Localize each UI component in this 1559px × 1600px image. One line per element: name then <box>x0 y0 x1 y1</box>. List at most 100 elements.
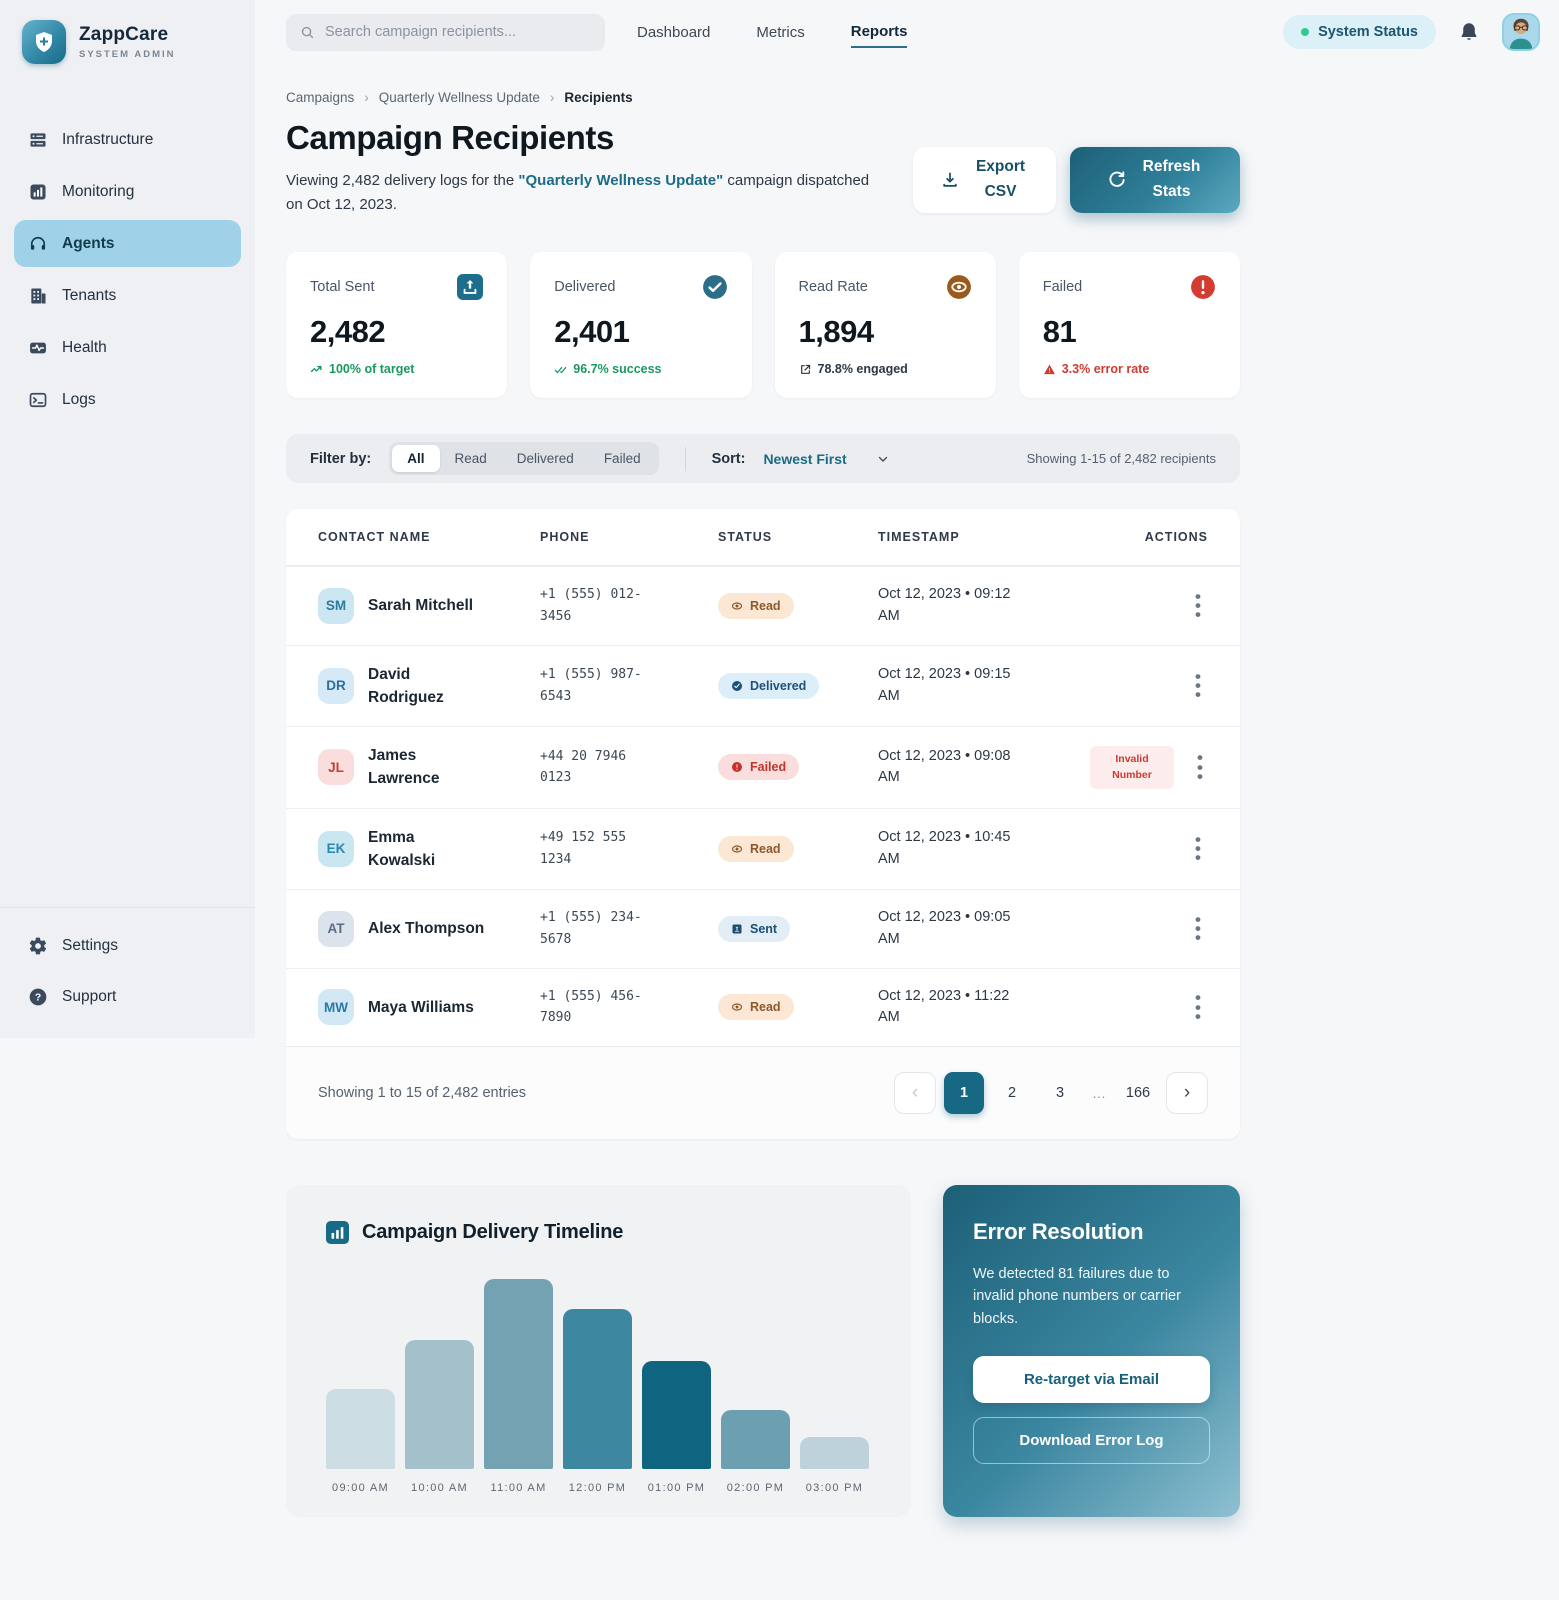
sidebar-footer: Settings ? Support <box>0 907 255 1020</box>
double-check-icon <box>554 366 567 373</box>
col-status: STATUS <box>718 530 773 544</box>
filter-option-read[interactable]: Read <box>454 451 487 466</box>
alert-circle-icon <box>732 762 742 773</box>
breadcrumb: Campaigns › Quarterly Wellness Update › … <box>286 90 1240 105</box>
sidebar: ZappCare SYSTEM ADMIN Infrastructure Mon… <box>0 0 255 1038</box>
sidebar-item-infrastructure[interactable]: Infrastructure <box>14 116 241 163</box>
stat-value: 1,894 <box>798 314 875 349</box>
error-card-body: We detected 81 failures due to invalid p… <box>973 1266 1181 1327</box>
sidebar-item-agents[interactable]: Agents <box>14 220 241 267</box>
chart-x-label: 12:00 PM <box>568 1482 627 1494</box>
stat-subtext: 100% of target <box>310 362 483 376</box>
search-input[interactable] <box>325 24 591 40</box>
chart-x-label: 10:00 AM <box>411 1482 468 1494</box>
status-dot-icon <box>1301 28 1310 36</box>
page-1-button[interactable]: 1 <box>944 1072 984 1114</box>
timestamp: Oct 12, 2023 • 09:08 AM <box>878 747 1011 786</box>
pagination-summary: Showing 1 to 15 of 2,482 entries <box>318 1085 526 1101</box>
row-menu-button[interactable]: • • • <box>1197 748 1203 786</box>
user-avatar[interactable] <box>1502 13 1540 51</box>
sidebar-item-monitoring[interactable]: Monitoring <box>14 168 241 215</box>
status-badge: Sent <box>718 915 791 942</box>
sidebar-item-logs[interactable]: Logs <box>14 376 241 423</box>
filter-option-all[interactable]: All <box>392 445 440 472</box>
sidebar-item-label: Logs <box>62 390 96 408</box>
avatar: AT <box>318 910 354 947</box>
terminal-icon <box>27 389 48 410</box>
page-3-button[interactable]: 3 <box>1040 1072 1080 1114</box>
download-error-log-button[interactable]: Download Error Log <box>973 1417 1210 1465</box>
stat-label: Delivered <box>554 279 616 295</box>
sidebar-item-label: Agents <box>62 234 115 252</box>
send-icon <box>732 924 742 934</box>
bell-icon[interactable] <box>1458 21 1480 43</box>
refresh-stats-label: Refresh Stats <box>1142 158 1201 200</box>
subtitle-campaign-name: "Quarterly Wellness Update" <box>518 172 724 189</box>
page-subtitle: Viewing 2,482 delivery logs for the "Qua… <box>286 169 876 217</box>
brand: ZappCare SYSTEM ADMIN <box>0 14 255 64</box>
timestamp: Oct 12, 2023 • 09:12 AM <box>878 586 1011 624</box>
eye-icon <box>731 1003 743 1011</box>
export-csv-label: Export CSV <box>975 158 1026 200</box>
filter-divider <box>684 446 686 471</box>
delivery-timeline-card: Campaign Delivery Timeline 09:00 AM 10:00… <box>286 1185 911 1517</box>
row-menu-button[interactable]: • • • <box>1195 666 1201 705</box>
sidebar-item-support[interactable]: ? Support <box>14 973 241 1020</box>
chart-title: Campaign Delivery Timeline <box>362 1221 624 1243</box>
brand-name: ZappCare <box>79 24 169 45</box>
check-circle-icon <box>732 680 742 691</box>
table-row: SM Sarah Mitchell +1 (555) 012-3456 Read… <box>286 566 1240 645</box>
col-timestamp: TIMESTAMP <box>878 530 960 544</box>
row-menu-button[interactable]: • • • <box>1195 909 1201 948</box>
breadcrumb-separator: › <box>364 90 369 105</box>
phone-number: +1 (555) 012-3456 <box>540 587 642 624</box>
prev-page-button[interactable]: ‹ <box>894 1072 936 1114</box>
breadcrumb-campaigns[interactable]: Campaigns <box>286 90 355 105</box>
help-icon: ? <box>27 986 48 1007</box>
eye-icon <box>731 845 743 853</box>
top-header: Dashboard Metrics Reports System Status <box>286 0 1540 64</box>
page-ellipsis: … <box>1092 1085 1106 1101</box>
pagination: Showing 1 to 15 of 2,482 entries ‹ 1 2 3… <box>286 1046 1240 1139</box>
sort-value: Newest First <box>763 450 847 467</box>
search-bar[interactable] <box>286 13 605 51</box>
brand-subtitle: SYSTEM ADMIN <box>79 49 176 60</box>
filter-option-failed[interactable]: Failed <box>603 451 641 466</box>
stat-subtext: 78.8% engaged <box>799 362 972 376</box>
recipients-table: CONTACT NAME PHONE STATUS TIMESTAMP ACTI… <box>286 509 1240 1139</box>
pulse-icon <box>27 337 48 358</box>
refresh-stats-button[interactable]: Refresh Stats <box>1070 147 1240 213</box>
status-badge: Failed <box>718 754 800 781</box>
page-2-button[interactable]: 2 <box>992 1072 1032 1114</box>
retarget-email-button[interactable]: Re-target via Email <box>973 1356 1210 1404</box>
page-166-button[interactable]: 166 <box>1118 1072 1158 1114</box>
nav-metrics[interactable]: Metrics <box>756 23 805 41</box>
phone-number: +1 (555) 987-6543 <box>540 667 642 704</box>
row-menu-button[interactable]: • • • <box>1195 586 1201 625</box>
stat-value: 2,401 <box>554 314 630 349</box>
svg-text:?: ? <box>34 992 40 1003</box>
warning-triangle-icon <box>1043 364 1055 374</box>
nav-reports[interactable]: Reports <box>850 17 908 48</box>
trend-up-icon <box>310 365 322 372</box>
chart-bar: 03:00 PM <box>800 1437 869 1494</box>
sidebar-item-health[interactable]: Health <box>14 324 241 371</box>
breadcrumb-campaign-name[interactable]: Quarterly Wellness Update <box>378 90 540 105</box>
nav-dashboard[interactable]: Dashboard <box>637 23 711 41</box>
chart-x-label: 01:00 PM <box>647 1482 706 1494</box>
export-csv-button[interactable]: Export CSV <box>913 147 1056 213</box>
system-status-pill[interactable]: System Status <box>1283 15 1436 49</box>
filter-option-delivered[interactable]: Delivered <box>516 451 574 466</box>
sidebar-item-settings[interactable]: Settings <box>14 922 241 969</box>
sort-dropdown[interactable]: Newest First <box>763 451 888 467</box>
row-menu-button[interactable]: • • • <box>1195 829 1201 868</box>
next-page-button[interactable]: › <box>1166 1072 1208 1114</box>
col-phone: PHONE <box>540 530 590 544</box>
avatar: SM <box>318 587 354 624</box>
sidebar-item-tenants[interactable]: Tenants <box>14 272 241 319</box>
bottom-section: Campaign Delivery Timeline 09:00 AM 10:00… <box>286 1185 1240 1517</box>
search-icon <box>301 26 314 38</box>
sidebar-nav: Infrastructure Monitoring Agents Tenants… <box>0 116 255 423</box>
row-menu-button[interactable]: • • • <box>1195 988 1201 1026</box>
status-badge: Read <box>718 994 794 1021</box>
